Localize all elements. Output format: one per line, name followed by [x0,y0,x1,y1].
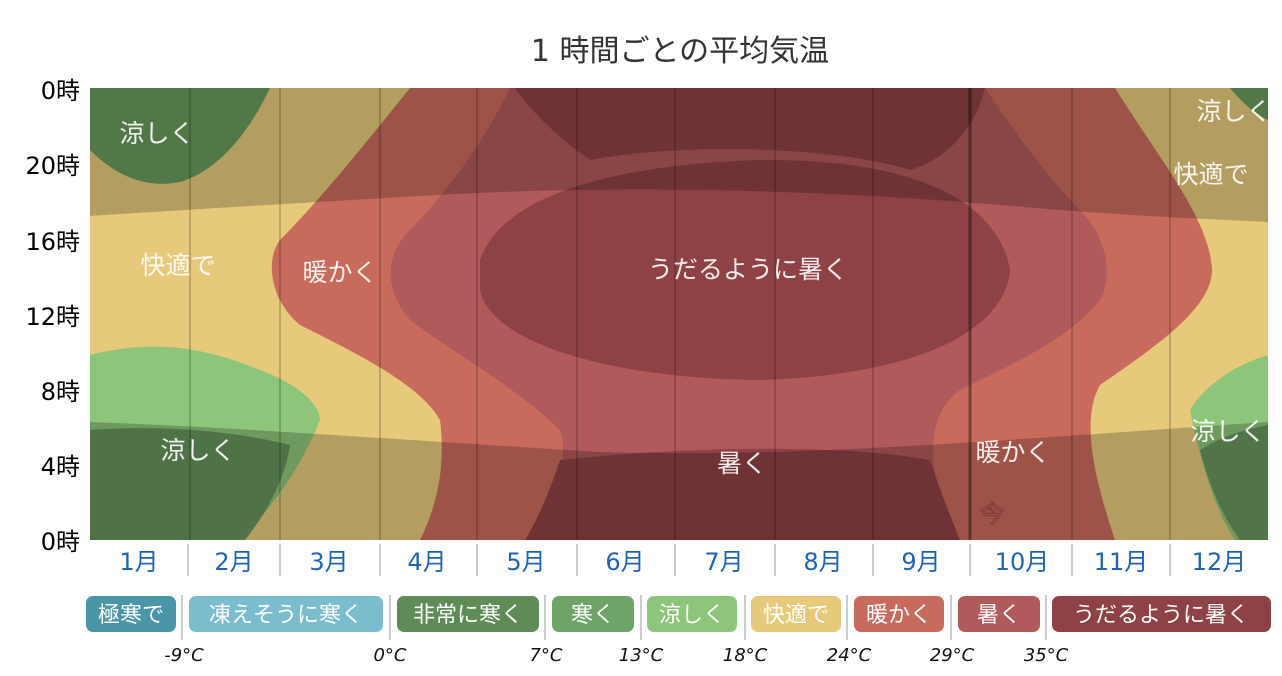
chart-title: 1 時間ごとの平均気温 [531,34,829,69]
legend-swatch [86,596,176,632]
x-tick-label: 1月 [119,548,158,576]
region-label: 快適で [1173,160,1248,189]
y-tick-label: 12時 [25,303,80,331]
region-label: 涼しく [1196,97,1271,126]
legend-label: 極寒で [98,603,164,628]
legend-swatch [397,596,539,632]
x-tick-label: 5月 [506,548,545,576]
y-tick-label: 20時 [25,152,80,180]
region-sweltering-bottom [525,448,960,540]
x-tick-label: 3月 [309,548,348,576]
legend-swatch [1052,596,1271,632]
legend-label: 涼しく [659,603,725,628]
threshold-label: 13°C [619,645,664,666]
region-label: 暑く [717,449,767,478]
legend-swatch [189,596,383,632]
month-gridlines [189,88,1171,540]
x-tick-label: 11月 [1094,548,1149,576]
legend-swatch [958,596,1040,632]
region-cool-dec-top [1230,88,1268,120]
threshold-label: 29°C [930,645,975,666]
night-shading-morning [90,422,1268,540]
legend-swatch [854,596,944,632]
y-tick-label: 4時 [41,453,80,481]
y-tick-label: 0時 [41,77,80,105]
threshold-label: 7°C [529,645,562,666]
threshold-label: 24°C [827,645,872,666]
plot-area [90,88,1268,540]
region-cool-evening-jan [90,88,270,184]
x-tick-label: 12月 [1192,548,1247,576]
threshold-label: 35°C [1024,645,1069,666]
legend-label: 寒く [571,603,615,628]
y-tick-label: 0時 [41,528,80,556]
threshold-label: 0°C [373,645,406,666]
legend-label: 暖かく [866,603,932,628]
x-tick-label: 4月 [407,548,446,576]
region-very-cool-night-jan [90,428,290,540]
night-shading-evening [90,88,1268,222]
legend-label: うだるように暑く [1073,603,1249,628]
region-label: 暖かく [302,258,377,287]
region-label: 快適で [140,251,215,280]
y-axis: 0時 20時 16時 12時 8時 4時 0時 [25,77,80,556]
region-label: 暖かく [975,438,1050,467]
legend-label: 暑く [977,603,1021,628]
threshold-label: 18°C [723,645,768,666]
threshold-label: -9°C [164,645,204,666]
x-tick-label: 6月 [605,548,644,576]
x-tick-label: 7月 [704,548,743,576]
legend-thresholds: -9°C 0°C 7°C 13°C 18°C 24°C 29°C 35°C [164,645,1068,666]
region-label: 涼しく [119,119,194,148]
x-axis: 1月 2月 3月 4月 5月 6月 7月 8月 9月 10月 11月 12月 [119,544,1246,576]
now-marker-label: 今 [980,500,1004,528]
legend: 極寒で 凍えそうに寒く 非常に寒く 寒く 涼しく 快適で 暖かく 暑く うだるよ… [86,595,1271,640]
legend-swatch [647,596,737,632]
legend-label: 快適で [763,603,829,628]
region-label: 涼しく [160,436,235,465]
region-label: うだるように暑く [648,255,848,284]
x-tick-label: 8月 [803,548,842,576]
x-tick-label: 9月 [901,548,940,576]
legend-swatch [552,596,634,632]
y-tick-label: 16時 [25,228,80,256]
x-tick-label: 10月 [995,548,1050,576]
y-tick-label: 8時 [41,378,80,406]
region-cool-dec-bottom-dark [1200,425,1268,540]
region-sweltering-top [515,88,985,170]
x-tick-label: 2月 [214,548,253,576]
legend-label: 凍えそうに寒く [209,603,363,628]
region-labels: 涼しく 快適で 暖かく うだるように暑く 涼しく 暑く 暖かく 涼しく 快適で … [119,97,1271,478]
region-sweltering-inner [480,159,1010,380]
region-label: 涼しく [1190,417,1265,446]
legend-swatch [751,596,841,632]
legend-label: 非常に寒く [413,603,523,628]
